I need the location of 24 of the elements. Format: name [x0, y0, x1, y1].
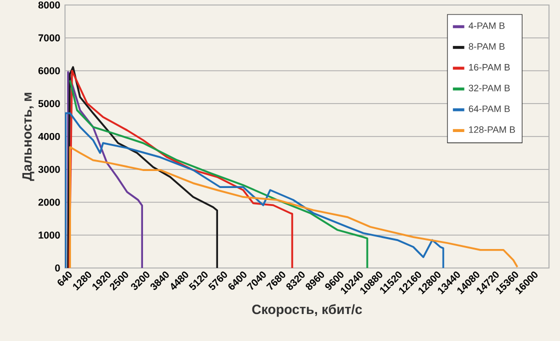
line-series: [65, 112, 444, 268]
y-tick-label: 7000: [38, 34, 60, 42]
line-series: [67, 66, 218, 268]
legend-label: 32-PAM B: [468, 84, 510, 92]
line-series: [69, 146, 518, 268]
x-tick-label: 640: [58, 272, 72, 286]
y-tick-label: 0: [55, 264, 60, 272]
y-tick-label: 4000: [38, 132, 60, 140]
x-axis-title: Скорость, кбит/с: [252, 304, 362, 317]
y-tick-label: 1000: [38, 232, 60, 239]
y-tick-label: 5000: [38, 100, 60, 108]
line-series: [68, 70, 294, 268]
legend-label: 64-PAM B: [468, 106, 510, 112]
y-tick-label: 3000: [38, 166, 60, 173]
line-series: [69, 79, 368, 268]
legend-label: 8-PAM B: [468, 43, 505, 50]
legend-label: 128-PAM B: [469, 126, 515, 133]
y-tick-label: 2000: [38, 198, 60, 206]
legend-label: 16-PAM B: [469, 64, 510, 71]
legend-label: 4-PAM B: [468, 22, 505, 29]
y-tick-label: 8000: [38, 1, 60, 9]
y-tick-label: 6000: [38, 67, 60, 74]
line-series: [67, 71, 144, 268]
y-axis-title: Дальность, м: [22, 92, 34, 181]
